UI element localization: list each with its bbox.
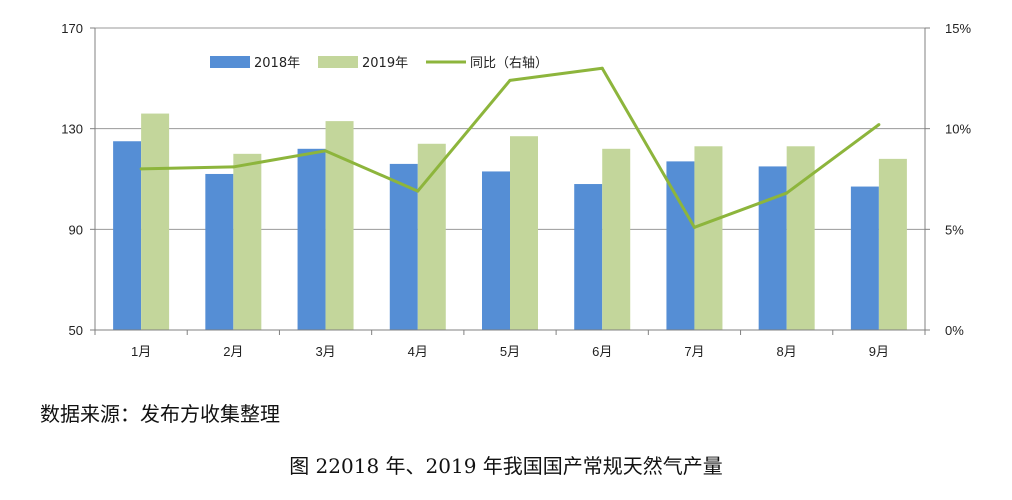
- legend: 2018年 2019年 同比（右轴）: [210, 56, 548, 71]
- bar-2019年-9月: [878, 158, 907, 330]
- y-left-tick-label: 50: [69, 323, 83, 338]
- bar-2018年-9月: [850, 186, 879, 330]
- bar-2018年-4月: [389, 163, 418, 330]
- source-note: 数据来源：发布方收集整理: [40, 402, 280, 426]
- legend-label: 2019年: [362, 56, 408, 71]
- figure-caption: 图 22018 年、2019 年我国国产常规天然气产量: [289, 454, 723, 478]
- y-left-tick-label: 170: [61, 21, 83, 36]
- tick-labels: 50 90 130 170 0% 5% 10% 15% 1月 2月 3月 4月 5月 6月 7月 8月 9月: [61, 21, 971, 359]
- x-tick-label: 4月: [408, 344, 428, 359]
- x-tick-label: 1月: [131, 344, 151, 359]
- yoy-point-9月: [877, 123, 881, 127]
- yoy-point-1月: [139, 167, 143, 171]
- bar-2019年-1月: [141, 113, 170, 330]
- y-left-tick-label: 90: [69, 222, 83, 237]
- yoy-line-layer: [139, 66, 881, 229]
- y-right-tick-label: 15%: [945, 21, 971, 36]
- yoy-point-3月: [324, 149, 328, 153]
- bar-2019年-2月: [233, 153, 262, 330]
- x-tick-label: 7月: [684, 344, 704, 359]
- legend-label: 2018年: [254, 56, 300, 71]
- x-tick-label: 6月: [592, 344, 612, 359]
- y-right-tick-label: 10%: [945, 122, 971, 137]
- bar-2018年-2月: [205, 173, 234, 330]
- bar-2019年-7月: [694, 146, 723, 330]
- bar-2019年-5月: [510, 136, 538, 330]
- y-right-tick-label: 0%: [945, 323, 964, 338]
- yoy-point-2月: [231, 165, 235, 169]
- bar-2018年-5月: [482, 171, 510, 330]
- yoy-point-4月: [416, 189, 420, 193]
- x-tick-label: 5月: [500, 344, 520, 359]
- bar-2019年-6月: [602, 148, 631, 330]
- bar-2019年-4月: [417, 143, 446, 330]
- bars: [113, 113, 907, 330]
- yoy-point-7月: [692, 225, 696, 229]
- x-tick-label: 2月: [223, 344, 243, 359]
- yoy-point-8月: [785, 191, 789, 195]
- bar-2018年-6月: [574, 184, 603, 330]
- x-tick-label: 3月: [315, 344, 335, 359]
- bar-2018年-3月: [297, 148, 326, 330]
- bar-2018年-8月: [758, 166, 787, 330]
- bar-2018年-1月: [113, 141, 142, 330]
- legend-label: 同比（右轴）: [470, 56, 548, 71]
- yoy-point-5月: [508, 78, 512, 82]
- x-tick-label: 8月: [777, 344, 797, 359]
- yoy-point-6月: [600, 66, 604, 70]
- chart: 50 90 130 170 0% 5% 10% 15% 1月 2月 3月 4月 5月 6月 7月 8月 9月 2…: [61, 21, 971, 359]
- y-right-tick-label: 5%: [945, 222, 964, 237]
- legend-swatch: [210, 56, 250, 68]
- legend-swatch: [318, 56, 358, 68]
- x-tick-label: 9月: [869, 344, 889, 359]
- y-left-tick-label: 130: [61, 122, 83, 137]
- axes: [90, 27, 930, 335]
